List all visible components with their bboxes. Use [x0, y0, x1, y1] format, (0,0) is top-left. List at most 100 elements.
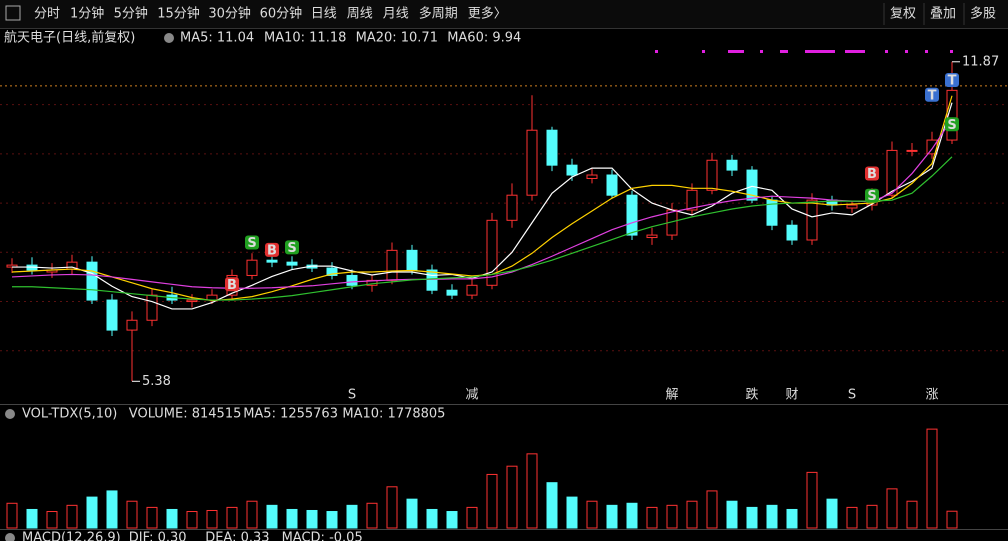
volume-bar — [206, 509, 218, 529]
macd-legend: DEA: 0.33 — [205, 531, 269, 541]
toolbar-button[interactable]: 复权 — [890, 6, 916, 22]
legend-toggle[interactable] — [164, 33, 174, 43]
volume-bar — [486, 473, 498, 529]
candle-body — [486, 219, 498, 286]
candle-body — [466, 284, 478, 296]
volume-legend: VOLUME: 814515 — [129, 407, 242, 422]
volume-bar — [686, 500, 698, 529]
period-tab[interactable]: 更多〉 — [468, 6, 507, 22]
volume-bar — [406, 498, 418, 529]
period-tab[interactable]: 30分钟 — [208, 6, 251, 22]
period-tab[interactable]: 60分钟 — [260, 6, 303, 22]
chart-title: 航天电子(日线,前复权) — [4, 30, 135, 46]
volume-bar — [446, 511, 458, 529]
signal-label: B — [867, 167, 877, 182]
volume-bar — [186, 511, 198, 529]
volume-bar — [226, 506, 238, 529]
signal-badge — [285, 240, 299, 255]
legend-toggle[interactable] — [5, 533, 15, 541]
toolbar-button[interactable]: 多股 — [970, 6, 996, 22]
volume-bar — [366, 502, 378, 529]
signal-badge — [865, 188, 879, 203]
signal-badge — [245, 235, 259, 250]
legend-toggle[interactable] — [5, 409, 15, 419]
candle-body — [146, 294, 158, 321]
signal-label: T — [948, 74, 957, 89]
volume-bar — [466, 506, 478, 529]
volume-bar — [706, 490, 718, 529]
volume-legend: MA10: 1778805 — [342, 407, 445, 422]
period-tab[interactable]: 周线 — [347, 7, 373, 22]
volume-bar — [766, 504, 778, 529]
candle-body — [606, 174, 618, 196]
signal-badge — [945, 117, 959, 132]
volume-bar — [626, 502, 638, 529]
candle-body — [746, 169, 758, 201]
signal-label: B — [267, 243, 277, 258]
volume-bar — [526, 453, 538, 529]
period-tab[interactable]: 月线 — [383, 7, 409, 22]
period-tab[interactable]: 日线 — [311, 7, 337, 22]
candle-body — [246, 259, 258, 276]
volume-bar — [746, 506, 758, 529]
period-tab[interactable]: 15分钟 — [157, 6, 200, 22]
menu-icon[interactable] — [5, 5, 21, 21]
volume-bar — [806, 471, 818, 529]
volume-bar — [606, 504, 618, 529]
volume-bar — [146, 506, 158, 529]
period-tab[interactable]: 分时 — [34, 7, 60, 22]
volume-bar — [86, 496, 98, 529]
volume-bar — [826, 498, 838, 529]
volume-bar — [6, 502, 18, 529]
signal-label: T — [928, 88, 937, 103]
volume-bar — [506, 465, 518, 529]
toolbar — [0, 0, 1008, 28]
event-marker: 涨 — [925, 388, 938, 403]
legend-entry: MA60: 9.94 — [447, 31, 521, 46]
period-tab[interactable]: 1分钟 — [70, 6, 104, 22]
candle-body — [506, 194, 518, 221]
candle-body — [726, 159, 738, 171]
candle-body — [886, 149, 898, 196]
legend-entry: MA10: 11.18 — [264, 31, 346, 46]
candle-body — [406, 249, 418, 271]
ma-line — [12, 156, 953, 301]
volume-bar — [126, 500, 138, 529]
candle-body — [946, 89, 958, 141]
volume-bar — [666, 504, 678, 529]
volume-bar — [326, 511, 338, 529]
candle-body — [526, 129, 538, 196]
toolbar-button[interactable]: 叠加 — [930, 7, 956, 22]
candle-body — [386, 249, 398, 281]
signal-label: S — [287, 241, 296, 256]
volume-bar — [846, 506, 858, 529]
volume-legend: VOL-TDX(5,10) — [22, 407, 117, 422]
volume-bar — [286, 508, 298, 529]
volume-bar — [946, 510, 958, 529]
candle-body — [646, 234, 658, 239]
period-tab[interactable]: 5分钟 — [114, 6, 148, 22]
event-marker: S — [348, 388, 356, 403]
volume-bar — [566, 496, 578, 529]
signal-label: S — [247, 236, 256, 251]
volume-bar — [246, 500, 258, 529]
signal-badge — [925, 87, 939, 102]
volume-bar — [306, 509, 318, 529]
volume-bar — [906, 500, 918, 529]
volume-bar — [46, 511, 58, 529]
volume-bar — [106, 490, 118, 529]
signal-badge — [945, 73, 959, 87]
volume-bar — [726, 500, 738, 529]
candle-body — [686, 189, 698, 211]
signal-badge — [225, 277, 239, 292]
candle-body — [346, 274, 358, 286]
volume-bar — [386, 486, 398, 529]
legend-entry: MA5: 11.04 — [180, 31, 254, 46]
candle-body — [626, 194, 638, 236]
candle-body — [846, 204, 858, 209]
candle-body — [286, 261, 298, 266]
candle-body — [546, 129, 558, 166]
volume-bar — [646, 506, 658, 529]
period-tab[interactable]: 多周期 — [419, 6, 458, 22]
